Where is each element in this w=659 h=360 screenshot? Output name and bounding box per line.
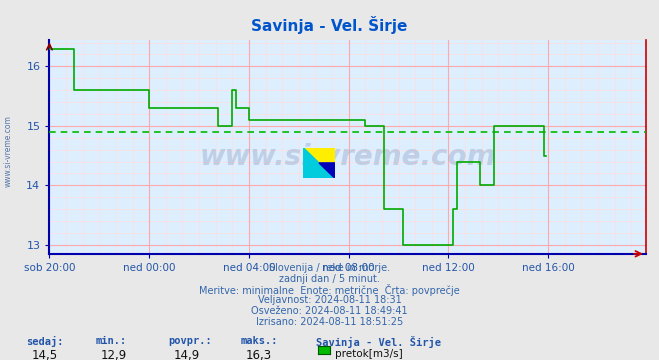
Text: zadnji dan / 5 minut.: zadnji dan / 5 minut.	[279, 274, 380, 284]
Text: Slovenija / reke in morje.: Slovenija / reke in morje.	[269, 263, 390, 273]
Text: min.:: min.:	[96, 336, 127, 346]
Text: 16,3: 16,3	[246, 349, 272, 360]
Text: Izrisano: 2024-08-11 18:51:25: Izrisano: 2024-08-11 18:51:25	[256, 317, 403, 327]
Polygon shape	[303, 148, 335, 178]
Text: Osveženo: 2024-08-11 18:49:41: Osveženo: 2024-08-11 18:49:41	[251, 306, 408, 316]
Text: Veljavnost: 2024-08-11 18:31: Veljavnost: 2024-08-11 18:31	[258, 295, 401, 305]
Text: www.si-vreme.com: www.si-vreme.com	[200, 143, 496, 171]
Text: 12,9: 12,9	[101, 349, 127, 360]
Text: maks.:: maks.:	[241, 336, 278, 346]
Text: pretok[m3/s]: pretok[m3/s]	[335, 349, 403, 359]
Text: sedaj:: sedaj:	[26, 336, 64, 347]
Text: povpr.:: povpr.:	[168, 336, 212, 346]
Text: www.si-vreme.com: www.si-vreme.com	[3, 115, 13, 187]
Text: 14,9: 14,9	[173, 349, 200, 360]
Polygon shape	[303, 148, 335, 178]
Text: Meritve: minimalne  Enote: metrične  Črta: povprečje: Meritve: minimalne Enote: metrične Črta:…	[199, 284, 460, 296]
Text: Savinja - Vel. Širje: Savinja - Vel. Širje	[251, 16, 408, 34]
Text: 14,5: 14,5	[32, 349, 58, 360]
Polygon shape	[319, 163, 335, 178]
Text: Savinja - Vel. Širje: Savinja - Vel. Širje	[316, 336, 442, 347]
